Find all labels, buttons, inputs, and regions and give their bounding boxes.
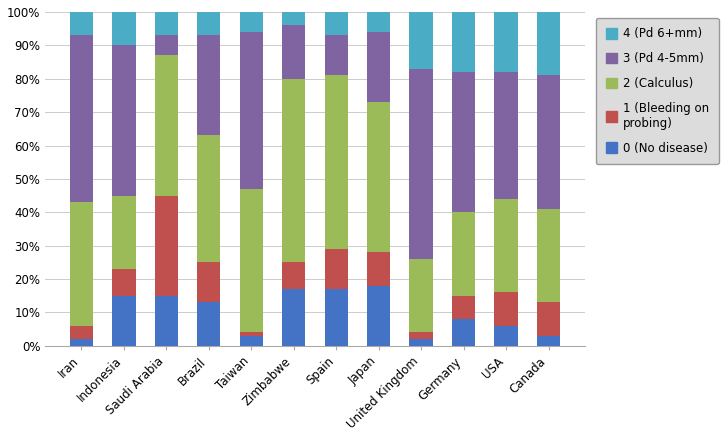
Bar [409, 69, 433, 259]
Bar [240, 336, 263, 346]
Bar [240, 12, 263, 32]
Bar [409, 12, 433, 69]
Bar [155, 55, 178, 196]
Bar [325, 75, 348, 249]
Bar [325, 12, 348, 35]
Bar [537, 12, 560, 75]
Bar [155, 196, 178, 296]
Bar [240, 32, 263, 189]
Bar [197, 302, 221, 346]
Bar [367, 12, 391, 32]
Bar [367, 102, 391, 252]
Bar [325, 289, 348, 346]
Bar [537, 302, 560, 336]
Bar [197, 262, 221, 302]
Bar [409, 339, 433, 346]
Bar [537, 75, 560, 209]
Bar [197, 135, 221, 262]
Bar [494, 326, 518, 346]
Bar [282, 79, 306, 262]
Bar [452, 72, 476, 212]
Bar [367, 252, 391, 286]
Bar [113, 12, 136, 46]
Bar [70, 339, 93, 346]
Bar [155, 296, 178, 346]
Bar [537, 336, 560, 346]
Bar [70, 326, 93, 339]
Bar [113, 296, 136, 346]
Bar [494, 72, 518, 199]
Legend: 4 (Pd 6+mm), 3 (Pd 4-5mm), 2 (Calculus), 1 (Bleeding on
probing), 0 (No disease): 4 (Pd 6+mm), 3 (Pd 4-5mm), 2 (Calculus),… [596, 18, 719, 164]
Bar [325, 249, 348, 289]
Bar [155, 12, 178, 35]
Bar [113, 196, 136, 269]
Bar [70, 12, 93, 35]
Bar [494, 199, 518, 293]
Bar [70, 202, 93, 326]
Bar [282, 289, 306, 346]
Bar [452, 12, 476, 72]
Bar [452, 296, 476, 319]
Bar [494, 293, 518, 326]
Bar [409, 259, 433, 332]
Bar [452, 212, 476, 296]
Bar [325, 35, 348, 75]
Bar [537, 209, 560, 302]
Bar [282, 25, 306, 79]
Bar [282, 12, 306, 25]
Bar [409, 332, 433, 339]
Bar [113, 46, 136, 196]
Bar [367, 286, 391, 346]
Bar [282, 262, 306, 289]
Bar [494, 12, 518, 72]
Bar [155, 35, 178, 55]
Bar [70, 35, 93, 202]
Bar [113, 269, 136, 296]
Bar [197, 12, 221, 35]
Bar [240, 189, 263, 332]
Bar [197, 35, 221, 135]
Bar [240, 332, 263, 336]
Bar [452, 319, 476, 346]
Bar [367, 32, 391, 102]
